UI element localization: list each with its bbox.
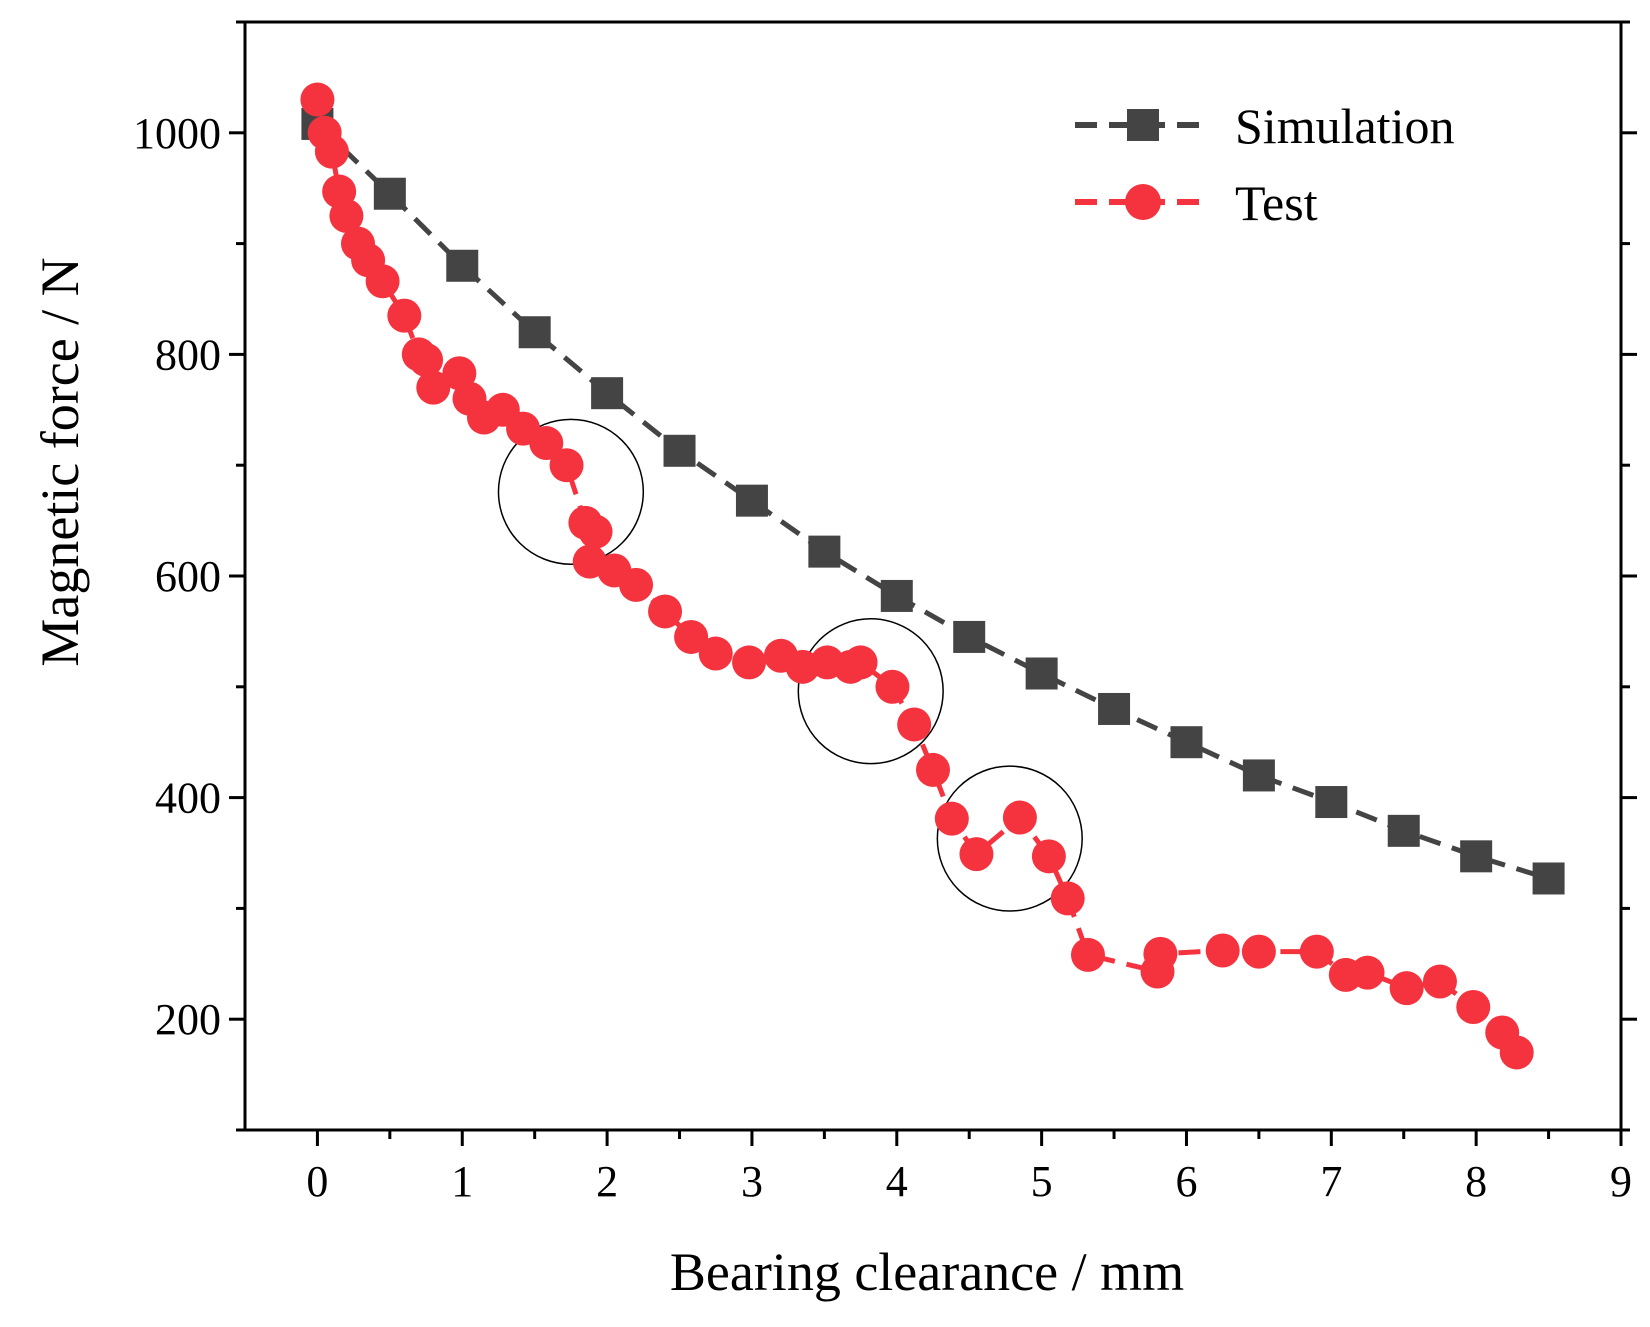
test-point (1050, 881, 1085, 916)
annotation-circles (497, 418, 1083, 912)
series-line-test (314, 99, 1519, 1054)
plot-frame (243, 20, 1623, 1132)
x-tick-label: 8 (1465, 1157, 1487, 1206)
y-tick-label: 800 (155, 330, 221, 379)
annotation-circle (497, 418, 645, 565)
simulation-point (518, 316, 551, 349)
simulation-point (446, 249, 479, 282)
simulation-point (735, 484, 768, 517)
test-point (843, 645, 878, 680)
x-tick-labels: 0 1 2 3 4 5 6 7 8 9 (306, 1157, 1632, 1206)
test-point (619, 567, 654, 602)
simulation-point (1532, 862, 1565, 895)
test-point (314, 134, 349, 169)
test-point (1143, 936, 1178, 971)
test-point (442, 356, 477, 391)
test-point (1389, 971, 1424, 1006)
test-point (648, 594, 683, 629)
test-point (549, 448, 584, 483)
series-lines (314, 99, 1550, 1054)
test-point (698, 636, 733, 671)
y-tick-labels: 200 400 600 800 1000 (133, 109, 221, 1044)
test-point (897, 707, 932, 742)
test-point (1205, 933, 1240, 968)
test-point (1422, 964, 1457, 999)
test-point (300, 82, 335, 117)
x-axis-title: Bearing clearance / mm (670, 1242, 1184, 1302)
simulation-point (953, 620, 986, 653)
test-point (1499, 1035, 1534, 1070)
simulation-point (808, 535, 841, 568)
annotation-circle (797, 618, 944, 765)
test-point (365, 264, 400, 299)
x-tick-label: 3 (741, 1157, 763, 1206)
test-point (934, 801, 969, 836)
simulation-point (1025, 657, 1058, 690)
test-point (409, 342, 444, 377)
test-point (1350, 955, 1385, 990)
test-point (529, 426, 564, 461)
test-point (1070, 937, 1105, 972)
simulation-point (880, 579, 913, 612)
test-point (1031, 839, 1066, 874)
x-tick-label: 6 (1175, 1157, 1197, 1206)
x-tick-label: 4 (886, 1157, 908, 1206)
simulation-point (591, 377, 624, 410)
test-point (1299, 934, 1334, 969)
legend-test-marker (1125, 184, 1161, 220)
legend-simulation-label: Simulation (1235, 98, 1454, 154)
simulation-point (1460, 840, 1493, 873)
test-point (387, 298, 422, 333)
simulation-point (373, 177, 406, 210)
test-point (1456, 990, 1491, 1025)
y-tick-label: 1000 (133, 109, 221, 158)
test-point (732, 645, 767, 680)
x-tick-label: 7 (1320, 1157, 1342, 1206)
x-tick-label: 1 (451, 1157, 473, 1206)
y-tick-label: 400 (155, 774, 221, 823)
series-points (300, 82, 1565, 1070)
test-point (329, 198, 364, 233)
y-tick-label: 600 (155, 552, 221, 601)
simulation-point (1315, 786, 1348, 819)
axis-ticks (229, 20, 1637, 1146)
test-point (875, 669, 910, 704)
test-point (578, 514, 613, 549)
test-point (1002, 800, 1037, 835)
y-tick-label: 200 (155, 995, 221, 1044)
legend-simulation-marker (1127, 109, 1159, 141)
annotation-circle (936, 765, 1083, 912)
test-point (959, 837, 994, 872)
simulation-point (1387, 814, 1420, 847)
x-tick-label: 9 (1610, 1157, 1632, 1206)
test-point (674, 619, 709, 654)
simulation-point (1098, 692, 1131, 725)
test-point (1241, 934, 1276, 969)
x-tick-label: 5 (1031, 1157, 1053, 1206)
x-tick-label: 2 (596, 1157, 618, 1206)
legend: Simulation Test (1075, 98, 1454, 231)
simulation-point (663, 434, 696, 467)
simulation-point (1242, 759, 1275, 792)
legend-test-label: Test (1235, 175, 1318, 231)
x-tick-label: 0 (306, 1157, 328, 1206)
simulation-point (1170, 726, 1203, 759)
test-point (416, 370, 451, 405)
test-point (916, 752, 950, 787)
y-axis-title: Magnetic force / N (30, 257, 90, 666)
